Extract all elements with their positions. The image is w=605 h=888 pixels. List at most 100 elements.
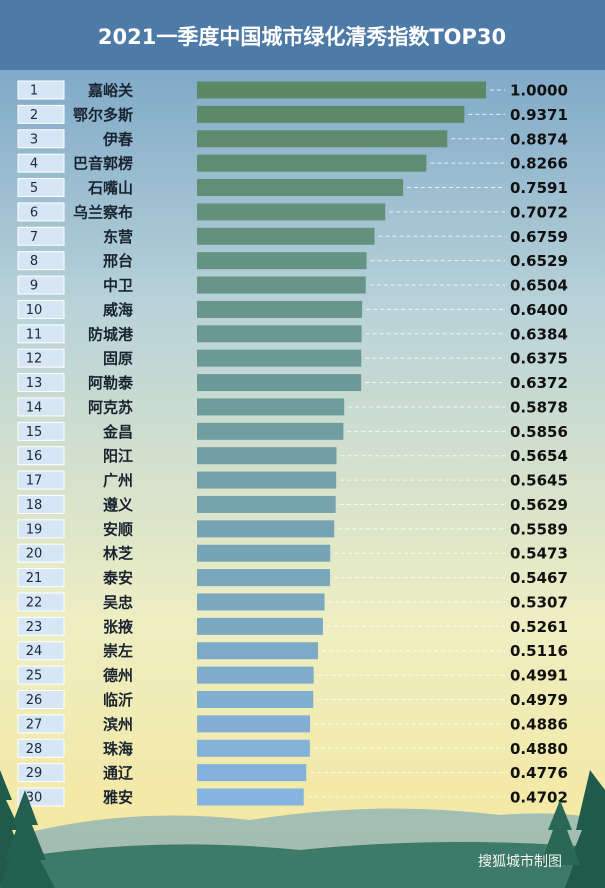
rank-box: [17, 226, 65, 246]
bar: [197, 764, 307, 782]
category-label: 嘉峪关: [87, 82, 133, 100]
rank-box: [17, 446, 65, 466]
rank-label: 14: [26, 400, 43, 415]
rank-label: 10: [26, 303, 43, 318]
bar: [197, 300, 363, 318]
rank-box: [17, 397, 65, 417]
rank-box: [17, 519, 65, 539]
bar: [197, 422, 344, 440]
category-label: 滨州: [103, 715, 133, 733]
rank-box: [17, 251, 65, 271]
bar: [197, 593, 325, 611]
category-label: 临沂: [103, 691, 133, 709]
rank-label: 1: [30, 84, 38, 99]
value-label: 0.6759: [510, 228, 568, 246]
bar: [197, 130, 448, 148]
category-label: 遵义: [103, 496, 133, 514]
rank-label: 16: [26, 449, 43, 464]
category-label: 金昌: [102, 423, 133, 441]
rank-box: [17, 592, 65, 612]
rank-label: 17: [26, 474, 43, 489]
rank-label: 20: [26, 547, 43, 562]
bar: [197, 788, 304, 806]
rank-box: [17, 348, 65, 368]
rank-label: 26: [26, 693, 43, 708]
category-label: 通辽: [103, 764, 133, 782]
value-label: 0.5856: [510, 423, 568, 441]
value-label: 0.4991: [510, 667, 568, 685]
title-bar: [0, 0, 605, 70]
rank-label: 4: [30, 157, 38, 172]
value-label: 0.5589: [510, 520, 568, 538]
rank-label: 25: [26, 669, 43, 684]
category-label: 阳江: [103, 447, 133, 465]
rank-box: [17, 275, 65, 295]
value-label: 0.6504: [510, 277, 568, 295]
category-label: 阿勒泰: [88, 374, 134, 392]
rank-label: 28: [26, 742, 43, 757]
bar: [197, 471, 337, 489]
bar: [197, 495, 336, 513]
rank-box: [17, 178, 65, 198]
rank-box: [17, 543, 65, 563]
category-label: 伊春: [102, 130, 133, 148]
value-label: 0.5473: [510, 545, 568, 563]
value-label: 0.8266: [510, 155, 568, 173]
value-label: 0.4776: [510, 764, 568, 782]
value-label: 0.6375: [510, 350, 568, 368]
category-label: 阿克苏: [88, 398, 133, 416]
category-label: 广州: [103, 472, 133, 490]
category-label: 乌兰察布: [73, 203, 133, 221]
rank-box: [17, 787, 65, 807]
bar: [197, 666, 314, 684]
bar: [197, 398, 345, 416]
category-label: 泰安: [102, 569, 133, 587]
source: 搜狐城市制图: [478, 853, 562, 870]
category-label: 珠海: [103, 740, 133, 758]
category-label: 林芝: [103, 545, 133, 563]
value-label: 0.6372: [510, 374, 568, 392]
bar: [197, 105, 465, 123]
rank-label: 13: [26, 376, 43, 391]
rank-box: [17, 153, 65, 173]
bar: [197, 179, 404, 197]
bar: [197, 642, 318, 660]
rank-box: [17, 665, 65, 685]
rank-box: [17, 616, 65, 636]
rank-label: 30: [26, 791, 43, 806]
bar: [197, 374, 362, 392]
rank-box: [17, 641, 65, 661]
rank-box: [17, 80, 65, 100]
value-label: 0.5307: [510, 593, 568, 611]
rank-label: 12: [26, 352, 43, 367]
bar: [197, 520, 335, 538]
value-label: 1.0000: [510, 82, 568, 100]
value-label: 0.5878: [510, 398, 568, 416]
rank-label: 18: [26, 498, 43, 513]
category-label: 吴忠: [103, 593, 133, 611]
rank-box: [17, 324, 65, 344]
bar: [197, 325, 362, 343]
value-label: 0.7591: [510, 179, 568, 197]
category-label: 安顺: [103, 520, 133, 538]
category-label: 防城港: [88, 325, 134, 343]
category-label: 东营: [103, 228, 133, 246]
value-label: 0.9371: [510, 106, 568, 124]
rank-box: [17, 373, 65, 393]
value-label: 0.5261: [510, 618, 568, 636]
category-label: 固原: [103, 350, 133, 368]
rank-box: [17, 421, 65, 441]
value-label: 0.6384: [510, 325, 568, 343]
bar: [197, 154, 427, 172]
rank-box: [17, 202, 65, 222]
rank-label: 21: [26, 571, 43, 586]
rank-box: [17, 129, 65, 149]
category-label: 石嘴山: [87, 179, 133, 197]
category-label: 威海: [103, 301, 133, 319]
rank-box: [17, 690, 65, 709]
rank-box: [17, 714, 65, 734]
bar: [197, 691, 314, 708]
value-label: 0.8874: [510, 130, 568, 148]
value-label: 0.4702: [510, 789, 568, 807]
